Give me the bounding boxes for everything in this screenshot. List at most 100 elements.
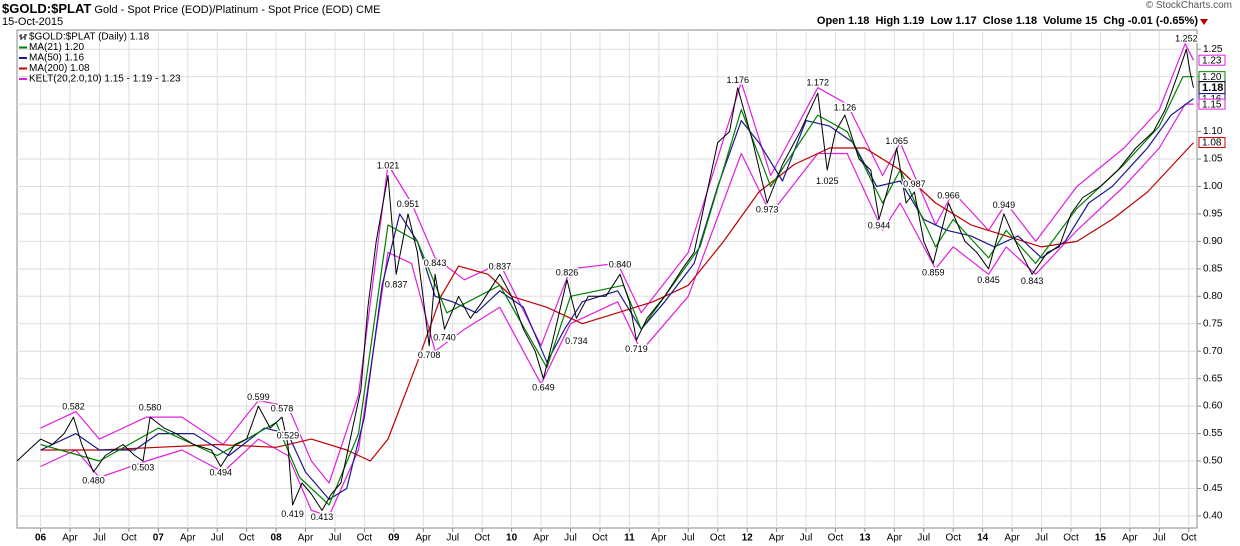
y-tick-label: 0.95 (1203, 209, 1223, 220)
peak-label: 0.987 (903, 179, 926, 189)
x-tick-label: 09 (388, 533, 400, 544)
x-tick-label: Apr (416, 533, 432, 544)
quote-value: -0.01 (-0.65%) (1127, 15, 1198, 27)
peak-label: 1.126 (834, 103, 857, 113)
y-tick-label: 0.55 (1203, 428, 1223, 439)
peak-label: 0.843 (1021, 276, 1044, 286)
x-tick-label: 06 (35, 533, 47, 544)
legend-label: KELT(20,2.0,10) 1.15 - 1.19 - 1.23 (29, 74, 181, 85)
y-tick-label: 1.25 (1203, 44, 1223, 55)
x-tick-label: 12 (742, 533, 754, 544)
peak-label: 1.065 (885, 136, 908, 146)
peak-label: 0.951 (397, 199, 420, 209)
peak-label: 0.719 (625, 344, 648, 354)
y-tick-label: 0.40 (1203, 511, 1223, 522)
legend-label: MA(50) 1.16 (29, 53, 84, 64)
legend-label: $GOLD:$PLAT (Daily) 1.18 (29, 32, 150, 43)
x-tick-label: Apr (1004, 533, 1020, 544)
peak-label: 0.859 (922, 267, 945, 277)
x-tick-label: Jul (1153, 533, 1166, 544)
peak-label: 1.021 (377, 160, 400, 170)
peak-label: 0.413 (311, 512, 334, 522)
peak-label: 0.582 (62, 401, 85, 411)
peak-label: 0.949 (993, 200, 1016, 210)
y-tick-label: 0.80 (1203, 291, 1223, 302)
ma-line (40, 142, 1194, 462)
x-tick-label: Jul (917, 533, 930, 544)
y-tick-label: 1.05 (1203, 154, 1223, 165)
peak-label: 0.843 (424, 258, 447, 268)
y-tick-label: 0.75 (1203, 318, 1223, 329)
peak-label: 0.966 (937, 191, 960, 201)
peak-label: 0.503 (132, 463, 155, 473)
x-tick-label: Oct (592, 533, 608, 544)
x-tick-label: Oct (945, 533, 961, 544)
peak-label: 0.734 (565, 336, 588, 346)
description: Gold - Spot Price (EOD)/Platinum - Spot … (94, 4, 353, 16)
x-tick-label: Jul (446, 533, 459, 544)
x-tick-label: 07 (153, 533, 165, 544)
x-tick-label: Jul (800, 533, 813, 544)
peak-label: 1.025 (816, 176, 839, 186)
date: 15-Oct-2015 (2, 16, 64, 28)
ma-line (40, 76, 1194, 506)
x-tick-label: Oct (1063, 533, 1079, 544)
y-tick-label: 0.45 (1203, 483, 1223, 494)
value-tag-label: 1.23 (1202, 55, 1222, 66)
quote-value: 1.17 (955, 15, 977, 27)
x-tick-label: Apr (533, 533, 549, 544)
peak-label: 1.252 (1175, 33, 1198, 43)
x-tick-label: Oct (121, 533, 137, 544)
value-tag-box (1198, 54, 1226, 66)
peak-label: 0.845 (977, 275, 1000, 285)
x-tick-label: Jul (93, 533, 106, 544)
x-tick-label: Apr (62, 533, 78, 544)
copyright: © StockCharts.com (1145, 0, 1232, 11)
header: $GOLD:$PLAT Gold - Spot Price (EOD)/Plat… (2, 0, 1238, 30)
price-line (16, 48, 1194, 511)
x-tick-label: Apr (180, 533, 196, 544)
quote-value: 1.18 (1015, 15, 1038, 27)
x-tick-label: Jul (1035, 533, 1048, 544)
quote-value: 1.19 (902, 15, 925, 27)
y-tick-label: 0.50 (1203, 456, 1223, 467)
keltner-upper (40, 43, 1195, 484)
x-tick-label: Oct (1181, 533, 1197, 544)
x-tick-label: Jul (564, 533, 577, 544)
quote-label: Open (816, 15, 846, 27)
quote-value: 1.18 (848, 15, 870, 27)
quote-label: Close (982, 15, 1013, 27)
peak-label: 0.494 (209, 468, 232, 478)
x-tick-label: Jul (211, 533, 224, 544)
legend-icon (19, 34, 27, 40)
x-tick-label: Jul (682, 533, 695, 544)
x-tick-label: Oct (239, 533, 255, 544)
peak-label: 0.580 (139, 402, 162, 412)
quote: Open 1.18 High 1.19 Low 1.17 Close 1.18 Volume 15… (811, 15, 1198, 27)
peak-label: 0.973 (756, 205, 779, 215)
peak-label: 0.837 (385, 279, 408, 289)
y-tick-label: 0.85 (1203, 263, 1223, 274)
peak-label: 0.840 (609, 260, 632, 270)
title-line: $GOLD:$PLAT Gold - Spot Price (EOD)/Plat… (2, 1, 380, 16)
peak-label: 0.708 (418, 350, 441, 360)
x-tick-label: Oct (710, 533, 726, 544)
y-tick-label: 1.10 (1203, 126, 1223, 137)
peak-label: 0.826 (556, 267, 579, 277)
quote-label: Volume (1043, 15, 1083, 27)
keltner-lower (40, 103, 1194, 517)
legend-label: MA(200) 1.08 (29, 63, 90, 74)
peak-label: 0.578 (271, 404, 294, 414)
peak-label: 0.419 (281, 509, 304, 519)
quote-value: 15 (1085, 15, 1098, 27)
peak-label: 0.529 (277, 430, 300, 440)
x-tick-label: Apr (298, 533, 314, 544)
value-tag-box (1198, 137, 1226, 149)
value-tag-label: 1.20 (1202, 72, 1222, 83)
value-tag-label: 1.08 (1202, 138, 1222, 149)
quote-label: Chg (1103, 15, 1125, 27)
x-tick-label: Oct (474, 533, 490, 544)
peak-label: 0.740 (433, 333, 456, 343)
